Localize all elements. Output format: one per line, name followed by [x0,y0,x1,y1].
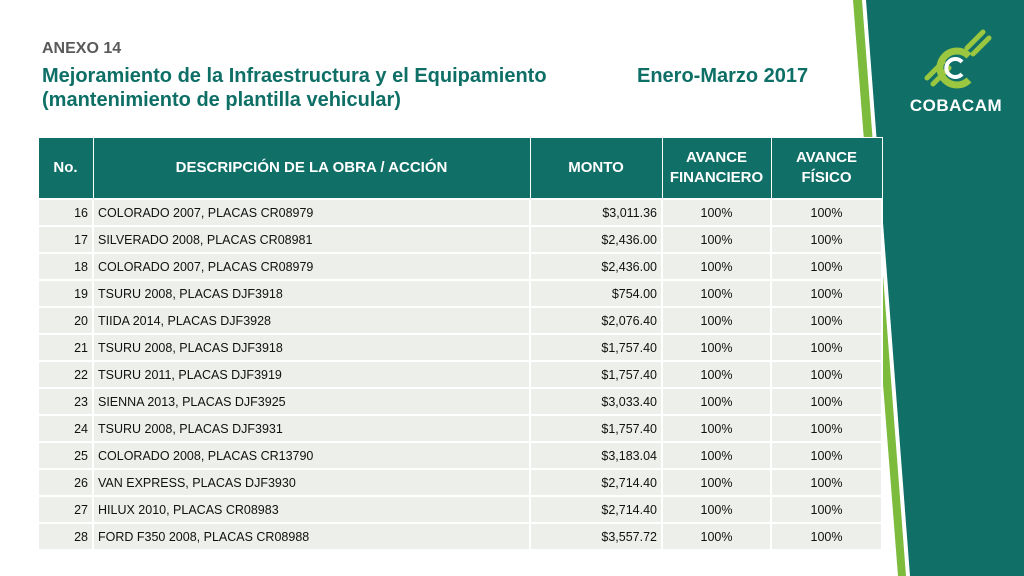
cell-avance-fisico: 100% [770,306,883,335]
header-no: No. [37,137,94,200]
page-title-line-2: (mantenimiento de plantilla vehicular) [42,89,401,111]
table-row: 25 COLORADO 2008, PLACAS CR13790 $3,183.… [37,441,883,470]
cell-monto: $754.00 [529,279,663,308]
cell-no: 20 [37,306,94,335]
cell-monto: $1,757.40 [529,360,663,389]
brand-name: COBACAM [909,96,1003,115]
cell-avance-financiero: 100% [661,333,772,362]
cell-description: COLORADO 2007, PLACAS CR08979 [92,198,531,227]
cell-description: SIENNA 2013, PLACAS DJF3925 [92,387,531,416]
cell-monto: $3,557.72 [529,522,663,551]
cell-avance-fisico: 100% [770,252,883,281]
cell-description: COLORADO 2008, PLACAS CR13790 [92,441,531,470]
header-avance-financiero-line-2: FINANCIERO [669,169,764,186]
cell-avance-fisico: 100% [770,279,883,308]
cell-avance-fisico: 100% [770,360,883,389]
header-avance-fisico: AVANCE FÍSICO [770,137,883,200]
cell-no: 26 [37,468,94,497]
table-row: 20 TIIDA 2014, PLACAS DJF3928 $2,076.40 … [37,306,883,335]
cell-monto: $2,714.40 [529,468,663,497]
cell-avance-fisico: 100% [770,387,883,416]
header-avance-fisico-line-1: AVANCE [795,149,858,166]
table-row: 23 SIENNA 2013, PLACAS DJF3925 $3,033.40… [37,387,883,416]
cell-description: SILVERADO 2008, PLACAS CR08981 [92,225,531,254]
cell-avance-financiero: 100% [661,279,772,308]
cell-description: COLORADO 2007, PLACAS CR08979 [92,252,531,281]
cell-avance-fisico: 100% [770,495,883,524]
table-header-row: No. DESCRIPCIÓN DE LA OBRA / ACCIÓN MONT… [37,137,883,200]
table-row: 21 TSURU 2008, PLACAS DJF3918 $1,757.40 … [37,333,883,362]
header-avance-financiero: AVANCE FINANCIERO [661,137,772,200]
cell-monto: $2,436.00 [529,252,663,281]
table-row: 18 COLORADO 2007, PLACAS CR08979 $2,436.… [37,252,883,281]
cell-avance-financiero: 100% [661,387,772,416]
cell-avance-financiero: 100% [661,522,772,551]
table-row: 22 TSURU 2011, PLACAS DJF3919 $1,757.40 … [37,360,883,389]
cell-no: 28 [37,522,94,551]
table-row: 24 TSURU 2008, PLACAS DJF3931 $1,757.40 … [37,414,883,443]
header-avance-fisico-line-2: FÍSICO [801,169,852,186]
cell-monto: $1,757.40 [529,414,663,443]
cell-description: TSURU 2008, PLACAS DJF3931 [92,414,531,443]
cell-no: 17 [37,225,94,254]
cell-avance-financiero: 100% [661,225,772,254]
cell-monto: $2,436.00 [529,225,663,254]
header-avance-financiero-line-1: AVANCE [685,149,748,166]
vehicle-maintenance-table: No. DESCRIPCIÓN DE LA OBRA / ACCIÓN MONT… [37,137,883,551]
page-title-line-1: Mejoramiento de la Infraestructura y el … [42,65,547,87]
cell-description: TIIDA 2014, PLACAS DJF3928 [92,306,531,335]
cell-avance-financiero: 100% [661,441,772,470]
cell-no: 27 [37,495,94,524]
period-label: Enero-Marzo 2017 [637,65,809,87]
table-row: 19 TSURU 2008, PLACAS DJF3918 $754.00 10… [37,279,883,308]
cell-avance-fisico: 100% [770,198,883,227]
cell-no: 21 [37,333,94,362]
cell-monto: $3,183.04 [529,441,663,470]
cell-avance-financiero: 100% [661,252,772,281]
cell-monto: $3,011.36 [529,198,663,227]
cell-avance-fisico: 100% [770,225,883,254]
cell-no: 23 [37,387,94,416]
cell-avance-fisico: 100% [770,414,883,443]
cell-no: 24 [37,414,94,443]
cell-avance-financiero: 100% [661,414,772,443]
cell-no: 22 [37,360,94,389]
table-row: 26 VAN EXPRESS, PLACAS DJF3930 $2,714.40… [37,468,883,497]
cell-avance-financiero: 100% [661,306,772,335]
cell-description: TSURU 2008, PLACAS DJF3918 [92,279,531,308]
cobacam-logo-icon [924,29,992,89]
cell-no: 25 [37,441,94,470]
cell-avance-financiero: 100% [661,360,772,389]
cell-no: 16 [37,198,94,227]
cell-avance-fisico: 100% [770,333,883,362]
cell-monto: $2,714.40 [529,495,663,524]
cell-description: TSURU 2011, PLACAS DJF3919 [92,360,531,389]
cell-avance-fisico: 100% [770,522,883,551]
cell-description: TSURU 2008, PLACAS DJF3918 [92,333,531,362]
cell-avance-financiero: 100% [661,198,772,227]
cell-no: 19 [37,279,94,308]
cell-avance-financiero: 100% [661,468,772,497]
cell-monto: $3,033.40 [529,387,663,416]
cell-description: VAN EXPRESS, PLACAS DJF3930 [92,468,531,497]
table-row: 17 SILVERADO 2008, PLACAS CR08981 $2,436… [37,225,883,254]
cell-description: FORD F350 2008, PLACAS CR08988 [92,522,531,551]
cell-avance-fisico: 100% [770,441,883,470]
cell-avance-fisico: 100% [770,468,883,497]
table-row: 16 COLORADO 2007, PLACAS CR08979 $3,011.… [37,198,883,227]
cell-avance-financiero: 100% [661,495,772,524]
page-title: Mejoramiento de la Infraestructura y el … [42,64,547,112]
header-monto: MONTO [529,137,663,200]
cell-description: HILUX 2010, PLACAS CR08983 [92,495,531,524]
cell-monto: $2,076.40 [529,306,663,335]
cell-monto: $1,757.40 [529,333,663,362]
table-row: 27 HILUX 2010, PLACAS CR08983 $2,714.40 … [37,495,883,524]
header-description: DESCRIPCIÓN DE LA OBRA / ACCIÓN [92,137,531,200]
annex-label: ANEXO 14 [42,40,122,57]
table-row: 28 FORD F350 2008, PLACAS CR08988 $3,557… [37,522,883,551]
cell-no: 18 [37,252,94,281]
